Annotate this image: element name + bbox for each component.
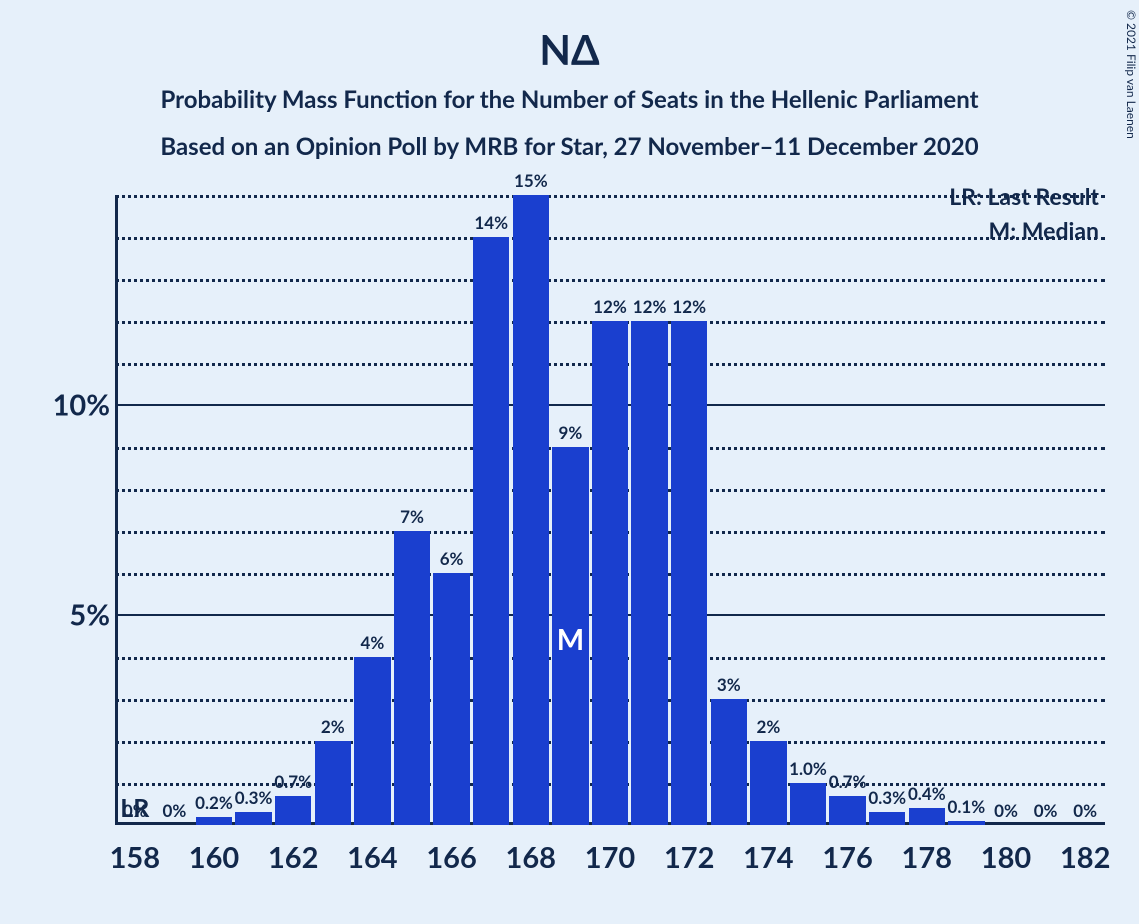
bar bbox=[354, 657, 390, 825]
bar-value-label: 12% bbox=[672, 296, 706, 317]
x-tick-label: 158 bbox=[95, 840, 174, 875]
bar bbox=[196, 817, 232, 825]
chart-subtitle-2: Based on an Opinion Poll by MRB for Star… bbox=[0, 132, 1139, 161]
bar-value-label: 0.4% bbox=[908, 783, 946, 804]
x-tick-label: 170 bbox=[570, 840, 649, 875]
plot-area: 5%10%0%0%0.2%0.3%0.7%2%4%7%6%14%15%9%12%… bbox=[115, 195, 1105, 825]
x-tick-label: 162 bbox=[254, 840, 333, 875]
bar-value-label: 4% bbox=[360, 632, 384, 653]
bar bbox=[750, 741, 786, 825]
x-tick-label: 180 bbox=[966, 840, 1045, 875]
y-axis bbox=[115, 195, 118, 825]
y-tick-label: 10% bbox=[40, 388, 110, 423]
y-tick-label: 5% bbox=[40, 598, 110, 633]
bar bbox=[315, 741, 351, 825]
bar-value-label: 7% bbox=[400, 506, 424, 527]
x-tick-label: 182 bbox=[1046, 840, 1125, 875]
bar-value-label: 0% bbox=[994, 800, 1018, 821]
x-tick-label: 176 bbox=[808, 840, 887, 875]
x-tick-label: 166 bbox=[412, 840, 491, 875]
bar-value-label: 3% bbox=[717, 674, 741, 695]
bar-value-label: 6% bbox=[440, 548, 464, 569]
bar bbox=[869, 812, 905, 825]
bar bbox=[711, 699, 747, 825]
bar bbox=[948, 821, 984, 825]
bar-value-label: 0.3% bbox=[235, 787, 273, 808]
grid-minor bbox=[115, 195, 1105, 198]
last-result-marker: LR bbox=[120, 793, 149, 823]
bar-value-label: 2% bbox=[321, 716, 345, 737]
bar bbox=[275, 796, 311, 825]
x-tick-label: 168 bbox=[491, 840, 570, 875]
grid-minor bbox=[115, 279, 1105, 282]
x-tick-label: 174 bbox=[729, 840, 808, 875]
bar bbox=[631, 321, 667, 825]
bar bbox=[671, 321, 707, 825]
grid-minor bbox=[115, 237, 1105, 240]
bar bbox=[433, 573, 469, 825]
bar-value-label: 0.7% bbox=[829, 771, 867, 792]
bar bbox=[394, 531, 430, 825]
bar-value-label: 0% bbox=[162, 800, 186, 821]
bar bbox=[829, 796, 865, 825]
bar-value-label: 14% bbox=[474, 212, 508, 233]
median-marker: M bbox=[557, 622, 584, 657]
bar bbox=[473, 237, 509, 825]
bar-value-label: 0% bbox=[1073, 800, 1097, 821]
bar-value-label: 1.0% bbox=[789, 758, 827, 779]
chart-subtitle-1: Probability Mass Function for the Number… bbox=[0, 85, 1139, 114]
bar bbox=[513, 195, 549, 825]
bar-value-label: 9% bbox=[558, 422, 582, 443]
bar bbox=[790, 783, 826, 825]
x-tick-label: 172 bbox=[650, 840, 729, 875]
bar-value-label: 0.1% bbox=[948, 796, 986, 817]
bar-value-label: 2% bbox=[756, 716, 780, 737]
chart-title: ΝΔ bbox=[0, 25, 1139, 74]
bar-value-label: 12% bbox=[633, 296, 667, 317]
bar-value-label: 0.7% bbox=[274, 771, 312, 792]
x-tick-label: 160 bbox=[174, 840, 253, 875]
bar bbox=[909, 808, 945, 825]
x-tick-label: 164 bbox=[333, 840, 412, 875]
bar-value-label: 12% bbox=[593, 296, 627, 317]
bar-value-label: 0.3% bbox=[868, 787, 906, 808]
bar-value-label: 15% bbox=[514, 170, 548, 191]
x-tick-label: 178 bbox=[887, 840, 966, 875]
bar bbox=[592, 321, 628, 825]
bar bbox=[235, 812, 271, 825]
bar-value-label: 0% bbox=[1034, 800, 1058, 821]
bar-value-label: 0.2% bbox=[195, 792, 233, 813]
